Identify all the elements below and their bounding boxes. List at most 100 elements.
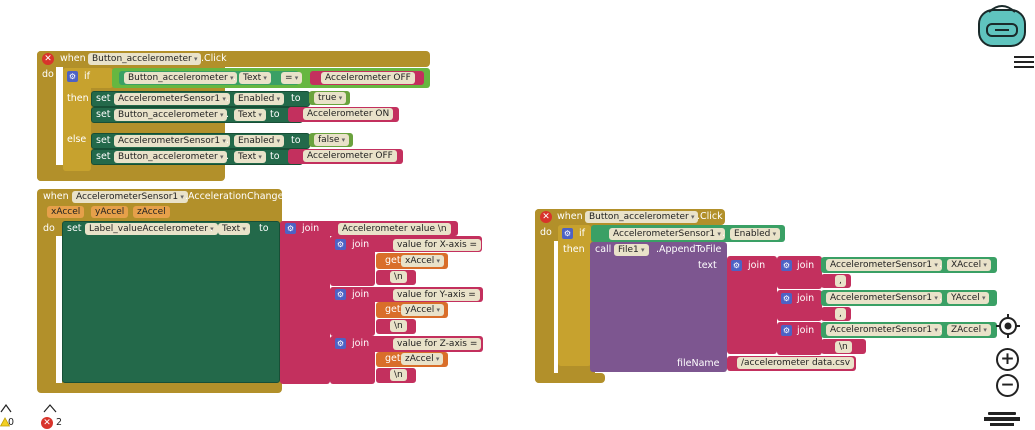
b1-component-dropdown[interactable]: Button_accelerometer	[88, 53, 202, 65]
az-comp-dropdown[interactable]: AccelerometerSensor1	[826, 324, 942, 336]
warning-count: 0	[8, 417, 15, 428]
else1-prop-dropdown[interactable]: Enabled	[234, 135, 285, 147]
recenter-icon[interactable]	[996, 314, 1020, 338]
then2-prop-dropdown[interactable]: Text	[234, 109, 266, 121]
call-append-block[interactable]	[590, 242, 727, 372]
mutator-gear-icon[interactable]: ⚙	[67, 71, 78, 82]
if-label: if	[579, 228, 585, 239]
warning-toggle-icon[interactable]	[0, 403, 12, 413]
string-comma[interactable]: ,	[835, 275, 846, 287]
join-label: join	[352, 239, 370, 250]
string-filename[interactable]: /accelerometer data.csv	[737, 357, 855, 369]
mutator-gear-icon[interactable]: ⚙	[335, 338, 346, 349]
mutator-gear-icon[interactable]: ⚙	[335, 239, 346, 250]
b3-event-label: .Click	[697, 211, 723, 222]
mutator-gear-icon[interactable]: ⚙	[781, 260, 792, 271]
then-label: then	[563, 244, 585, 255]
az-prop-dropdown[interactable]: ZAccel	[947, 324, 991, 336]
b3-cond-prop-dropdown[interactable]: Enabled	[730, 228, 781, 240]
to-label: to	[259, 223, 269, 234]
param-xaccel[interactable]: xAccel	[47, 206, 85, 218]
backpack-icon[interactable]	[975, 2, 1029, 48]
mutator-gear-icon[interactable]: ⚙	[335, 289, 346, 300]
b2-component-dropdown[interactable]: AccelerometerSensor1	[72, 191, 188, 203]
string-z-axis[interactable]: value for Z-axis =	[393, 338, 482, 350]
get-yaccel-dropdown[interactable]: yAccel	[401, 304, 445, 316]
string-newline[interactable]: \n	[390, 271, 407, 283]
b1-event-label: .Click	[201, 53, 227, 64]
warning-icon	[0, 417, 11, 427]
to-label: to	[291, 93, 301, 104]
mutator-gear-icon[interactable]: ⚙	[731, 260, 742, 271]
param-yaccel[interactable]: yAccel	[91, 206, 129, 218]
trash-icon[interactable]	[984, 412, 1020, 429]
string-y-axis[interactable]: value for Y-axis =	[393, 289, 480, 301]
dot: .	[939, 292, 943, 303]
then2-comp-dropdown[interactable]: Button_accelerometer	[114, 109, 228, 121]
join-label: join	[797, 293, 815, 304]
error-icon[interactable]: ✕	[42, 53, 54, 65]
join-block-outer[interactable]	[280, 221, 330, 384]
join-label: join	[352, 289, 370, 300]
text-param-label: text	[698, 260, 717, 271]
b3-cond-comp-dropdown[interactable]: AccelerometerSensor1	[609, 228, 725, 240]
set-label: set	[96, 93, 111, 104]
else2-value-text[interactable]: Accelerometer OFF	[303, 150, 397, 162]
cond-component-dropdown[interactable]: Button_accelerometer	[124, 72, 238, 84]
string-newline[interactable]: \n	[390, 369, 407, 381]
mutator-gear-icon[interactable]: ⚙	[285, 223, 296, 234]
label-prop-dropdown[interactable]: Text	[218, 223, 250, 235]
error-toggle-icon[interactable]	[43, 403, 57, 413]
ax-prop-dropdown[interactable]: XAccel	[947, 259, 991, 271]
label-comp-dropdown[interactable]: Label_valueAccelerometer	[85, 223, 218, 235]
true-dropdown[interactable]: true	[314, 92, 347, 104]
then1-comp-dropdown[interactable]: AccelerometerSensor1	[114, 93, 230, 105]
set-label: set	[96, 151, 111, 162]
ax-comp-dropdown[interactable]: AccelerometerSensor1	[826, 259, 942, 271]
cond-value-text[interactable]: Accelerometer OFF	[321, 72, 415, 84]
get-xaccel-dropdown[interactable]: xAccel	[401, 255, 445, 267]
dot: .	[226, 93, 230, 104]
join-block-outer-2[interactable]	[727, 256, 777, 354]
ay-comp-dropdown[interactable]: AccelerometerSensor1	[826, 292, 942, 304]
join-label: join	[797, 325, 815, 336]
then2-value-text[interactable]: Accelerometer ON	[303, 108, 394, 120]
set-block-label-text[interactable]	[62, 221, 280, 383]
zoom-out-icon[interactable]: −	[996, 374, 1019, 397]
to-label: to	[270, 151, 280, 162]
dot: .	[939, 259, 943, 270]
else2-prop-dropdown[interactable]: Text	[234, 151, 266, 163]
set-label: set	[67, 223, 82, 234]
string-newline[interactable]: \n	[835, 341, 852, 353]
cond-prop-dropdown[interactable]: Text	[239, 72, 271, 84]
to-label: to	[291, 135, 301, 146]
else2-comp-dropdown[interactable]: Button_accelerometer	[114, 151, 228, 163]
string-newline[interactable]: \n	[390, 320, 407, 332]
string-accelerometer-value[interactable]: Accelerometer value \n	[338, 223, 451, 235]
b2-event-label: .AccelerationChanged	[185, 191, 290, 202]
false-dropdown[interactable]: false	[314, 134, 350, 146]
then1-prop-dropdown[interactable]: Enabled	[234, 93, 285, 105]
file-comp-dropdown[interactable]: File1	[614, 244, 649, 256]
string-comma[interactable]: ,	[835, 308, 846, 320]
string-x-axis[interactable]: value for X-axis =	[393, 239, 482, 251]
ay-prop-dropdown[interactable]: YAccel	[947, 292, 990, 304]
compare-op-dropdown[interactable]: =	[281, 72, 303, 84]
mutator-gear-icon[interactable]: ⚙	[781, 293, 792, 304]
menu-icon[interactable]	[1014, 56, 1034, 70]
param-zaccel[interactable]: zAccel	[133, 206, 170, 218]
b3-component-dropdown[interactable]: Button_accelerometer	[585, 211, 699, 223]
zoom-in-icon[interactable]: +	[996, 348, 1019, 371]
set-label: set	[96, 135, 111, 146]
error-icon[interactable]: ✕	[540, 211, 552, 223]
get-label: get	[385, 255, 401, 266]
get-label: get	[385, 304, 401, 315]
if-block[interactable]	[558, 225, 591, 366]
when-label: when	[557, 211, 583, 222]
mutator-gear-icon[interactable]: ⚙	[781, 325, 792, 336]
get-zaccel-dropdown[interactable]: zAccel	[401, 353, 444, 365]
else1-comp-dropdown[interactable]: AccelerometerSensor1	[114, 135, 230, 147]
mutator-gear-icon[interactable]: ⚙	[562, 228, 573, 239]
then-label: then	[67, 93, 89, 104]
if-label: if	[84, 71, 90, 82]
